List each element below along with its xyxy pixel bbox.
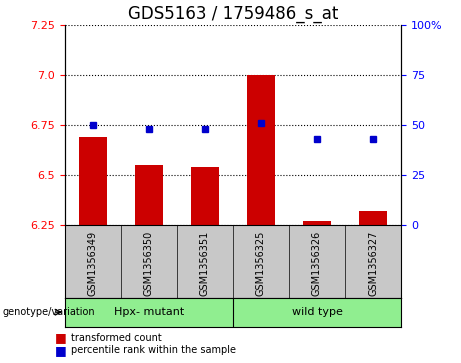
Text: genotype/variation: genotype/variation: [2, 307, 95, 317]
Title: GDS5163 / 1759486_s_at: GDS5163 / 1759486_s_at: [128, 5, 338, 23]
Text: percentile rank within the sample: percentile rank within the sample: [71, 345, 236, 355]
Text: GSM1356351: GSM1356351: [200, 231, 210, 296]
Text: GSM1356349: GSM1356349: [88, 231, 98, 296]
Bar: [303, 221, 331, 225]
Text: GSM1356350: GSM1356350: [144, 231, 154, 296]
Bar: [359, 211, 387, 225]
Bar: [135, 165, 163, 225]
Text: GSM1356327: GSM1356327: [368, 231, 378, 296]
Text: GSM1356326: GSM1356326: [312, 231, 322, 296]
Bar: [247, 75, 275, 225]
Text: ■: ■: [55, 331, 67, 344]
Text: wild type: wild type: [291, 307, 343, 317]
Text: transformed count: transformed count: [71, 333, 162, 343]
Bar: [191, 167, 219, 225]
Text: ■: ■: [55, 344, 67, 357]
Text: Hpx- mutant: Hpx- mutant: [113, 307, 184, 317]
Bar: [78, 137, 106, 225]
Text: GSM1356325: GSM1356325: [256, 231, 266, 296]
